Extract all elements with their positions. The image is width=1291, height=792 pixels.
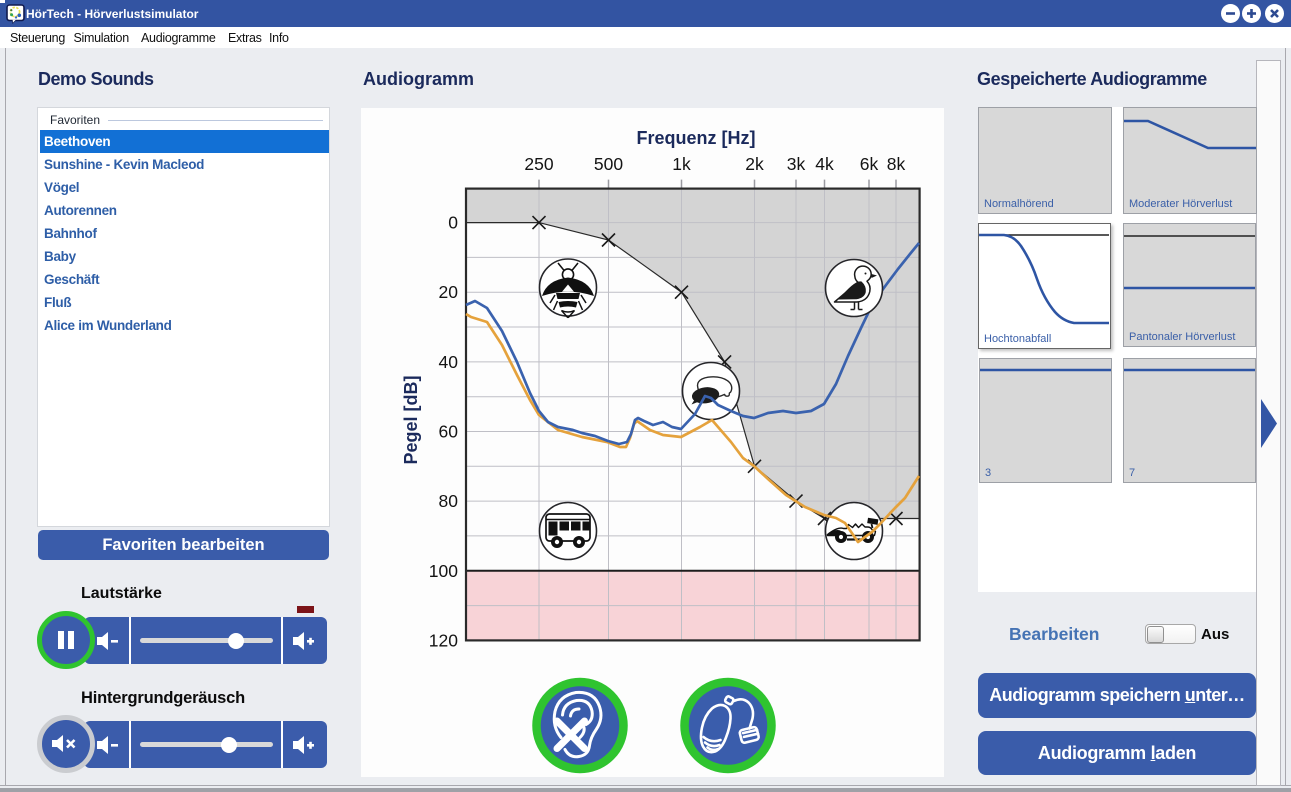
svg-text:40: 40: [439, 352, 459, 372]
svg-text:Frequenz [Hz]: Frequenz [Hz]: [637, 128, 756, 148]
svg-text:6k: 6k: [860, 154, 879, 174]
svg-text:500: 500: [594, 154, 623, 174]
svg-text:3k: 3k: [787, 154, 806, 174]
svg-text:80: 80: [439, 491, 459, 511]
svg-text:250: 250: [524, 154, 553, 174]
svg-text:1k: 1k: [672, 154, 691, 174]
svg-text:2k: 2k: [745, 154, 764, 174]
svg-text:60: 60: [439, 422, 459, 442]
svg-text:0: 0: [448, 213, 458, 233]
svg-text:8k: 8k: [887, 154, 906, 174]
svg-text:4k: 4k: [815, 154, 834, 174]
svg-text:100: 100: [429, 561, 458, 581]
svg-text:20: 20: [439, 282, 459, 302]
svg-text:Pegel [dB]: Pegel [dB]: [401, 375, 421, 464]
svg-text:120: 120: [429, 630, 458, 650]
